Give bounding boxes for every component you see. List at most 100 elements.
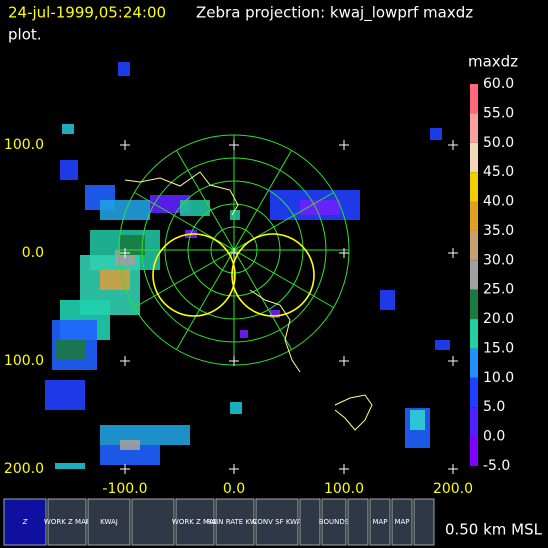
button-label: MAP	[372, 518, 387, 526]
coast	[249, 289, 301, 373]
coastlines	[124, 171, 373, 431]
colorbar-swatch	[470, 172, 478, 202]
echo	[55, 340, 85, 360]
echo	[230, 210, 240, 220]
button-face	[321, 498, 347, 546]
axis-labels: 100.0 0.0 100.0 200.0 -100.0 0.0 100.0 200.0	[4, 137, 473, 497]
button-label: MAP	[394, 518, 409, 526]
y-axis-label: 100.0	[4, 353, 44, 369]
colorbar: 60.0 55.0 50.0 45.0 40.0 35.0 30.0 25.0 20.0 15.0…	[470, 76, 514, 474]
toolbar-button[interactable]: MAP	[391, 498, 413, 546]
echo	[100, 445, 160, 465]
button-label: CONV SF KWA	[252, 518, 301, 526]
toolbar-button[interactable]: Z	[3, 498, 47, 546]
echo	[300, 200, 340, 215]
button-label: KWAJ	[100, 518, 118, 526]
y-axis-label: 100.0	[4, 137, 44, 153]
colorbar-label: 10.0	[483, 370, 514, 386]
toolbar-button[interactable]	[131, 498, 175, 546]
colorbar-swatch	[470, 319, 478, 349]
echo	[240, 330, 248, 338]
echo	[410, 410, 425, 430]
colorbar-swatch	[470, 348, 478, 378]
colorbar-label: 20.0	[483, 311, 514, 327]
button-label: WORK Z MAP	[172, 518, 218, 526]
toolbar-button[interactable]	[413, 498, 435, 546]
button-face	[255, 498, 299, 546]
colorbar-swatch	[470, 289, 478, 320]
button-face	[299, 498, 321, 546]
echo	[120, 235, 145, 255]
colorbar-label: 50.0	[483, 135, 514, 151]
colorbar-swatch	[470, 230, 478, 261]
echo	[100, 425, 190, 445]
toolbar-button[interactable]	[347, 498, 369, 546]
button-face	[347, 498, 369, 546]
y-axis-label: 200.0	[4, 461, 44, 477]
toolbar-button[interactable]: WORK Z MAP	[44, 498, 90, 546]
button-label: RAIN RATE KWAJ	[207, 518, 263, 526]
colorbar-label: 30.0	[483, 252, 514, 268]
echo	[430, 128, 442, 140]
echo	[270, 310, 280, 318]
toolbar-button[interactable]	[299, 498, 321, 546]
colorbar-swatch	[470, 113, 478, 143]
colorbar-swatch	[470, 201, 478, 231]
x-axis-label: 0.0	[223, 481, 245, 497]
button-face	[369, 498, 391, 546]
timestamp: 24-jul-1999,05:24:00	[8, 4, 166, 22]
colorbar-label: 5.0	[483, 399, 505, 415]
toolbar-button[interactable]: RAIN RATE KWAJ	[207, 498, 263, 546]
title-cont: plot.	[8, 26, 42, 44]
button-face	[47, 498, 87, 546]
colorbar-label: 35.0	[483, 223, 514, 239]
colorbar-title: maxdz	[468, 53, 518, 71]
echo	[118, 62, 130, 76]
echo	[230, 402, 242, 414]
x-axis-label: 100.0	[324, 481, 364, 497]
coast	[334, 394, 373, 431]
radar-echoes	[45, 62, 450, 469]
lobe	[152, 233, 236, 317]
coast	[124, 171, 239, 216]
button-face	[391, 498, 413, 546]
colorbar-swatch	[470, 142, 478, 173]
colorbar-label: 40.0	[483, 194, 514, 210]
colorbar-swatch	[470, 436, 478, 466]
echo	[100, 270, 130, 290]
colorbar-label: -5.0	[483, 458, 510, 474]
title: Zebra projection: kwaj_lowprf maxdz	[196, 4, 473, 23]
echo	[380, 290, 395, 310]
toolbar-button[interactable]: MAP	[369, 498, 391, 546]
colorbar-label: 15.0	[483, 340, 514, 356]
echo	[55, 463, 85, 469]
echo	[60, 160, 78, 180]
x-axis-label: 200.0	[433, 481, 473, 497]
dual-doppler-lobes	[152, 233, 315, 317]
button-face	[215, 498, 255, 546]
button-face	[175, 498, 215, 546]
toolbar-button[interactable]: BOUNDS	[319, 498, 350, 546]
colorbar-label: 0.0	[483, 429, 505, 445]
altitude-label: 0.50 km MSL	[445, 521, 543, 539]
x-axis-label: -100.0	[102, 481, 147, 497]
toolbar-button[interactable]: WORK Z MAP	[172, 498, 218, 546]
range-rings	[118, 134, 458, 474]
lobe	[231, 233, 315, 317]
colorbar-label: 25.0	[483, 282, 514, 298]
colorbar-swatch	[470, 84, 478, 114]
toolbar-button[interactable]: CONV SF KWA	[252, 498, 302, 546]
echo	[62, 124, 74, 134]
colorbar-label: 45.0	[483, 164, 514, 180]
colorbar-swatch	[470, 260, 478, 290]
echo	[180, 200, 210, 216]
colorbar-label: 60.0	[483, 76, 514, 92]
y-axis-label: 0.0	[22, 245, 44, 261]
colorbar-label: 55.0	[483, 105, 514, 121]
echo	[120, 440, 140, 450]
colorbar-swatch	[470, 377, 478, 408]
toolbar-button[interactable]: KWAJ	[87, 498, 131, 546]
echo	[45, 380, 85, 410]
